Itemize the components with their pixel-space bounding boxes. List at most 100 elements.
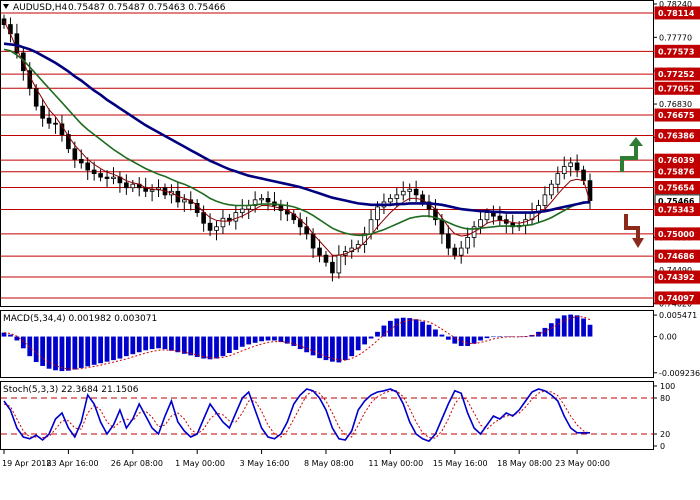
ma-slow-line [3, 42, 591, 214]
macd-bar [53, 336, 58, 371]
level-label-box [654, 270, 700, 284]
macd-bar [98, 336, 103, 364]
macd-bar [252, 336, 258, 343]
time-tick-label: 19 Apr 2018 [2, 459, 51, 468]
bear-candle [317, 247, 322, 256]
macd-bar [433, 329, 438, 337]
bull-candle [149, 189, 155, 192]
time-tick-label: 11 May 00:00 [368, 459, 423, 468]
bear-candle [497, 215, 503, 221]
macd-bar [297, 336, 303, 350]
main-panel-frame [0, 0, 654, 307]
bear-candle [46, 117, 52, 124]
bear-candle [201, 212, 206, 224]
bull-candle [259, 198, 264, 201]
chart-header: AUDUSD,H4 0.75487 0.75487 0.75463 0.7546… [3, 3, 226, 13]
time-tick-label: 18 May 08:00 [497, 459, 552, 468]
bear-candle [420, 194, 425, 203]
macd-bar [259, 336, 264, 342]
level-label: 0.75343 [658, 206, 694, 215]
price-tick-label: 0.77770 [659, 33, 692, 42]
level-label: 0.76039 [658, 156, 695, 165]
stoch-tick-label: 100 [660, 382, 675, 391]
macd-bar [368, 336, 374, 339]
macd-bar [362, 336, 368, 345]
bull-candle [394, 194, 400, 199]
symbol-label: AUDUSD,H4 [13, 3, 68, 13]
macd-signal-line [3, 315, 591, 370]
macd-bar [117, 336, 123, 359]
bull-candle [484, 212, 490, 221]
macd-bar [265, 336, 271, 341]
bull-candle [368, 219, 374, 235]
bull-candle [478, 219, 483, 228]
level-label-box [654, 291, 700, 305]
stoch-levels [1, 397, 654, 435]
bear-candle [413, 188, 419, 196]
level-label-box [654, 249, 700, 263]
macd-bar [478, 336, 483, 341]
macd-bar [375, 331, 380, 337]
macd-bar [156, 336, 161, 349]
bull-candle [181, 199, 187, 203]
level-label-box [654, 180, 700, 194]
macd-bar [201, 336, 207, 359]
level-label-box [654, 108, 700, 122]
ma-mid-line [3, 48, 591, 237]
macd-bar [233, 336, 239, 350]
dropdown-triangle-icon[interactable] [3, 4, 9, 9]
macd-bar [239, 336, 245, 347]
resistance-levels [1, 12, 654, 299]
macd-bar [91, 336, 97, 365]
time-tick-label: 26 Apr 08:00 [111, 459, 163, 468]
macd-bar [272, 336, 277, 341]
level-label: 0.74392 [658, 273, 694, 282]
macd-bar [143, 336, 149, 351]
macd-bar [381, 325, 387, 337]
bull-candle [568, 162, 573, 167]
macd-bar [33, 336, 39, 363]
macd-bar [310, 336, 316, 356]
bear-candle [124, 182, 129, 189]
macd-bar [510, 336, 516, 338]
macd-bar [278, 336, 284, 343]
time-tick-label: 23 May 00:00 [555, 459, 610, 468]
macd-bar [226, 336, 232, 354]
level-label: 0.77573 [658, 47, 694, 56]
macd-bar [581, 318, 586, 337]
macd-bar [130, 336, 136, 355]
macd-bar [123, 336, 129, 357]
macd-bar [136, 336, 142, 353]
bear-candle [98, 173, 103, 178]
macd-bar [452, 336, 458, 344]
macd-bar [330, 336, 335, 362]
macd-bar [323, 336, 329, 361]
bear-candle [72, 148, 78, 160]
level-label-box [654, 6, 700, 20]
bear-candle [439, 219, 445, 235]
macd-bar [85, 336, 91, 367]
level-label-box [654, 129, 700, 143]
level-label-box [654, 67, 700, 81]
macd-bar [59, 336, 65, 372]
price-tick-label: 0.78240 [659, 0, 692, 9]
time-tick-label: 3 May 16:00 [240, 459, 290, 468]
macd-bar [46, 336, 52, 369]
macd-bar [181, 336, 187, 354]
bull-candle [233, 212, 239, 222]
macd-tick-label: 0.005471 [659, 311, 697, 320]
bear-candle [53, 122, 58, 125]
bull-candle [214, 226, 219, 231]
moving-averages [3, 20, 591, 256]
macd-bar [72, 336, 78, 370]
macd-bar [349, 336, 355, 357]
bull-candle [555, 173, 561, 185]
macd-bar [194, 336, 200, 357]
macd-bar [471, 336, 477, 344]
bear-candle [452, 247, 458, 256]
bull-candle [542, 194, 548, 206]
macd-bar [175, 336, 181, 353]
stoch-tick-label: 0 [660, 442, 665, 451]
